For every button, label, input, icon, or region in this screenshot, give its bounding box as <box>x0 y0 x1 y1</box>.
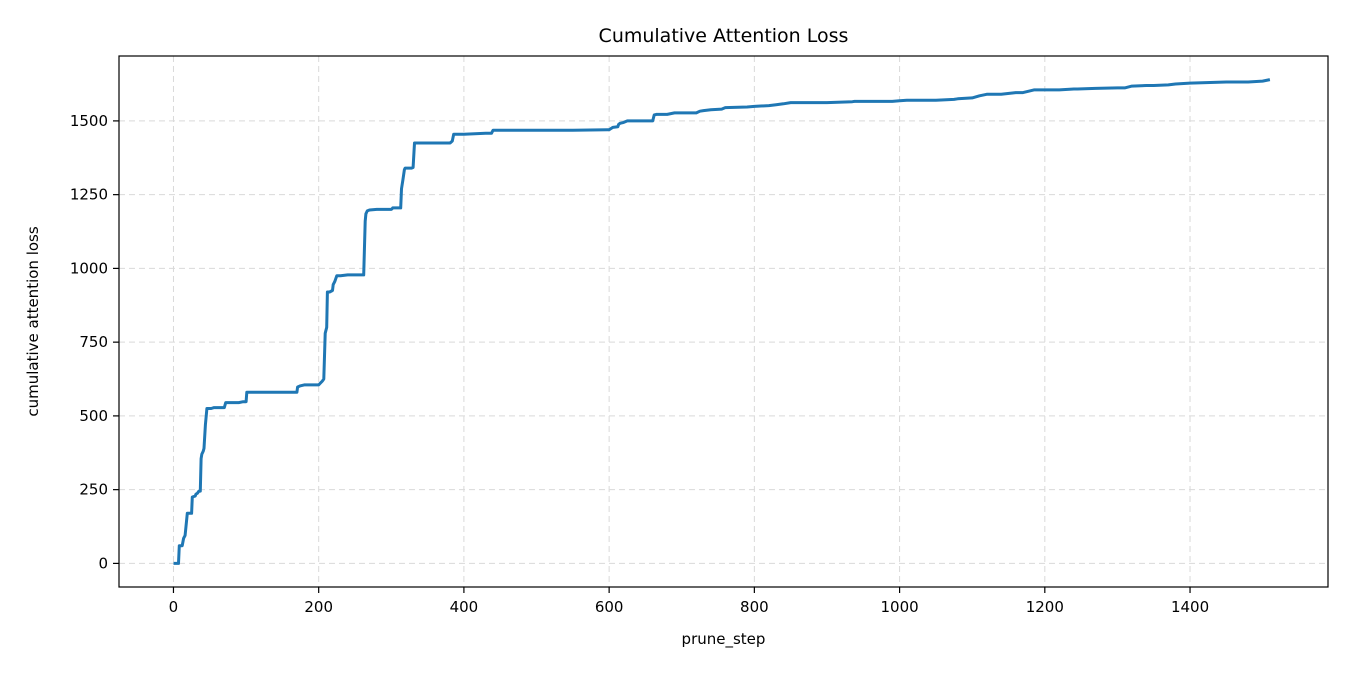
chart-title: Cumulative Attention Loss <box>599 25 849 47</box>
series-line <box>173 78 1271 565</box>
y-tick-label: 0 <box>98 554 108 572</box>
y-axis-label: cumulative attention loss <box>24 226 42 417</box>
x-tick-label: 200 <box>304 598 333 616</box>
y-tick-label: 250 <box>79 481 108 499</box>
grid <box>119 56 1328 587</box>
x-tick-label: 400 <box>450 598 479 616</box>
y-axis: 0 250 500 750 1000 1250 1500 <box>70 112 119 572</box>
x-tick-label: 800 <box>740 598 769 616</box>
x-tick-label: 1200 <box>1026 598 1064 616</box>
x-axis-label: prune_step <box>682 630 766 649</box>
y-tick-label: 500 <box>79 407 108 425</box>
x-tick-label: 1400 <box>1171 598 1209 616</box>
x-axis: 0 200 400 600 800 1000 1200 1400 <box>169 587 1209 616</box>
x-tick-label: 0 <box>169 598 179 616</box>
y-tick-label: 1000 <box>70 259 108 277</box>
y-tick-label: 1250 <box>70 186 108 204</box>
plot-frame <box>118 55 1329 588</box>
x-tick-label: 1000 <box>880 598 918 616</box>
x-tick-label: 600 <box>595 598 624 616</box>
y-tick-label: 1500 <box>70 112 108 130</box>
y-tick-label: 750 <box>79 333 108 351</box>
